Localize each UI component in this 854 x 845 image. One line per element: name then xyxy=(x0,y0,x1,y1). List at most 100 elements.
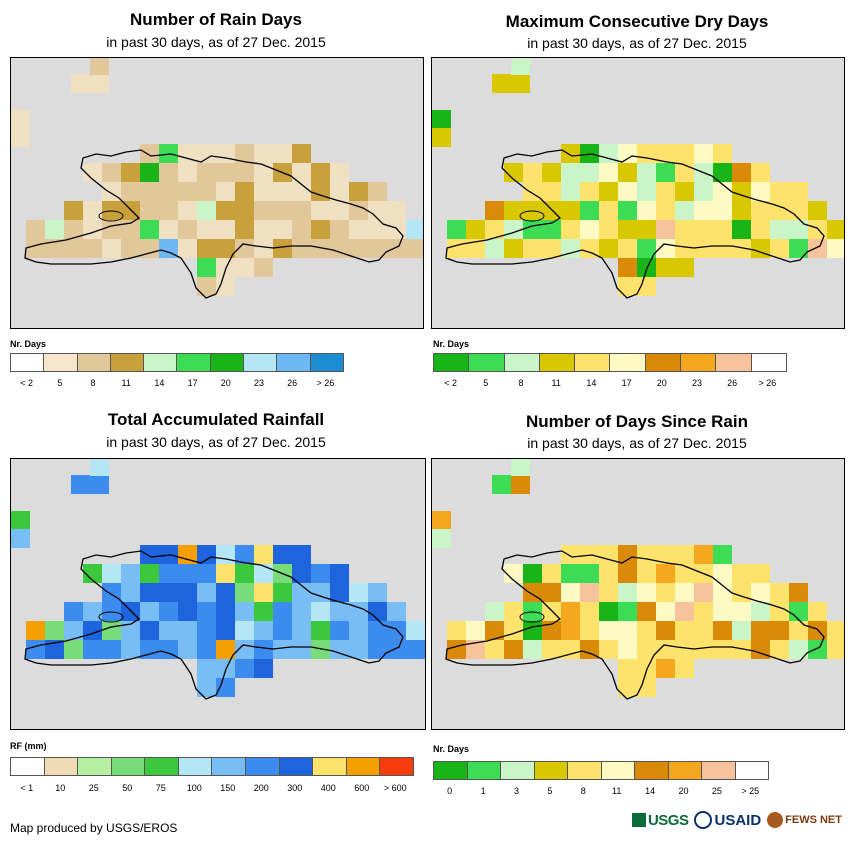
grid-cell xyxy=(311,163,330,182)
grid-cell xyxy=(330,640,349,659)
legend-tick-label: 23 xyxy=(253,378,265,388)
grid-cell xyxy=(694,201,713,220)
grid-cell xyxy=(656,545,675,564)
grid-cell xyxy=(140,239,159,258)
legend-swatch xyxy=(469,354,505,371)
grid-cell xyxy=(618,258,637,277)
grid-cell xyxy=(599,163,618,182)
grid-cell xyxy=(292,564,311,583)
grid-cell xyxy=(432,511,451,530)
legend-swatch xyxy=(735,762,768,779)
grid-cell xyxy=(254,182,273,201)
legend-swatch xyxy=(144,354,178,371)
grid-cell xyxy=(637,545,656,564)
grid-cell xyxy=(273,640,292,659)
grid-cell xyxy=(64,220,83,239)
grid-cell xyxy=(178,621,197,640)
grid-cell xyxy=(694,602,713,621)
grid-cell xyxy=(637,182,656,201)
grid-cell xyxy=(349,182,368,201)
grid-cell xyxy=(523,201,542,220)
grid-cell xyxy=(330,564,349,583)
grid-cell xyxy=(492,475,511,494)
grid-cell xyxy=(273,583,292,602)
grid-cell xyxy=(713,583,732,602)
grid-cell xyxy=(90,459,109,476)
grid-cell xyxy=(26,220,45,239)
grid-cell xyxy=(254,640,273,659)
grid-cell xyxy=(637,564,656,583)
legend-swatch xyxy=(668,762,702,779)
grid-cell xyxy=(637,583,656,602)
grid-cell xyxy=(808,640,827,659)
grid-cell xyxy=(235,583,254,602)
legend-swatch xyxy=(575,354,611,371)
grid-cell xyxy=(656,258,675,277)
grid-cell xyxy=(83,201,102,220)
grid-cell xyxy=(580,239,599,258)
grid-cell xyxy=(64,640,83,659)
legend-tick-label: 8 xyxy=(90,378,96,388)
grid-cell xyxy=(618,239,637,258)
grid-cell xyxy=(121,182,140,201)
legend-bar xyxy=(10,353,344,372)
grid-cell xyxy=(178,640,197,659)
grid-cell xyxy=(216,583,235,602)
grid-cell xyxy=(504,564,523,583)
legend-bar xyxy=(433,761,769,780)
grid-cell xyxy=(121,602,140,621)
map-rain-days xyxy=(10,57,424,329)
grid-cell xyxy=(542,640,561,659)
grid-cell xyxy=(618,640,637,659)
grid-cell xyxy=(254,163,273,182)
grid-cell xyxy=(254,201,273,220)
grid-cell xyxy=(675,659,694,678)
grid-cell xyxy=(656,144,675,163)
grid-cell xyxy=(197,144,216,163)
legend-swatch xyxy=(534,762,568,779)
fews-seal-icon xyxy=(767,812,784,828)
grid-cell xyxy=(618,201,637,220)
grid-cell xyxy=(216,277,235,296)
grid-cell xyxy=(675,182,694,201)
legend-tick-label: 14 xyxy=(586,378,597,388)
legend-swatch xyxy=(501,762,535,779)
legend-tick-label: 400 xyxy=(320,783,336,793)
grid-cell xyxy=(432,110,451,129)
map-days-since-rain xyxy=(431,458,845,730)
grid-cell xyxy=(485,640,504,659)
legend-swatch xyxy=(11,354,45,371)
legend-tick-label: 5 xyxy=(57,378,63,388)
grid-cell xyxy=(713,201,732,220)
grid-cell xyxy=(26,621,45,640)
grid-cell xyxy=(197,277,216,296)
grid-cell xyxy=(292,602,311,621)
legend-tick-label: 25 xyxy=(711,786,722,796)
legend-tick-label: < 2 xyxy=(444,378,457,388)
grid-cell xyxy=(349,220,368,239)
grid-cell xyxy=(254,239,273,258)
grid-cell xyxy=(292,220,311,239)
grid-cell xyxy=(292,163,311,182)
grid-cell xyxy=(235,602,254,621)
legend-tick-label: 300 xyxy=(287,783,303,793)
legend-tick-label: 17 xyxy=(621,378,632,388)
grid-cell xyxy=(580,621,599,640)
legend-tick-label: 50 xyxy=(122,783,133,793)
grid-cell xyxy=(599,182,618,201)
grid-cell xyxy=(504,602,523,621)
grid-cell xyxy=(751,182,770,201)
grid-cell xyxy=(751,602,770,621)
grid-cell xyxy=(368,621,387,640)
grid-cell xyxy=(235,640,254,659)
usgs-mark-icon xyxy=(631,813,646,827)
grid-cell xyxy=(542,182,561,201)
grid-cell xyxy=(637,201,656,220)
grid-cell xyxy=(311,640,330,659)
grid-cell xyxy=(542,602,561,621)
legend-swatch xyxy=(645,354,682,371)
grid-cell xyxy=(447,621,466,640)
grid-cell xyxy=(235,144,254,163)
grid-cell xyxy=(235,258,254,277)
grid-cell xyxy=(311,220,330,239)
